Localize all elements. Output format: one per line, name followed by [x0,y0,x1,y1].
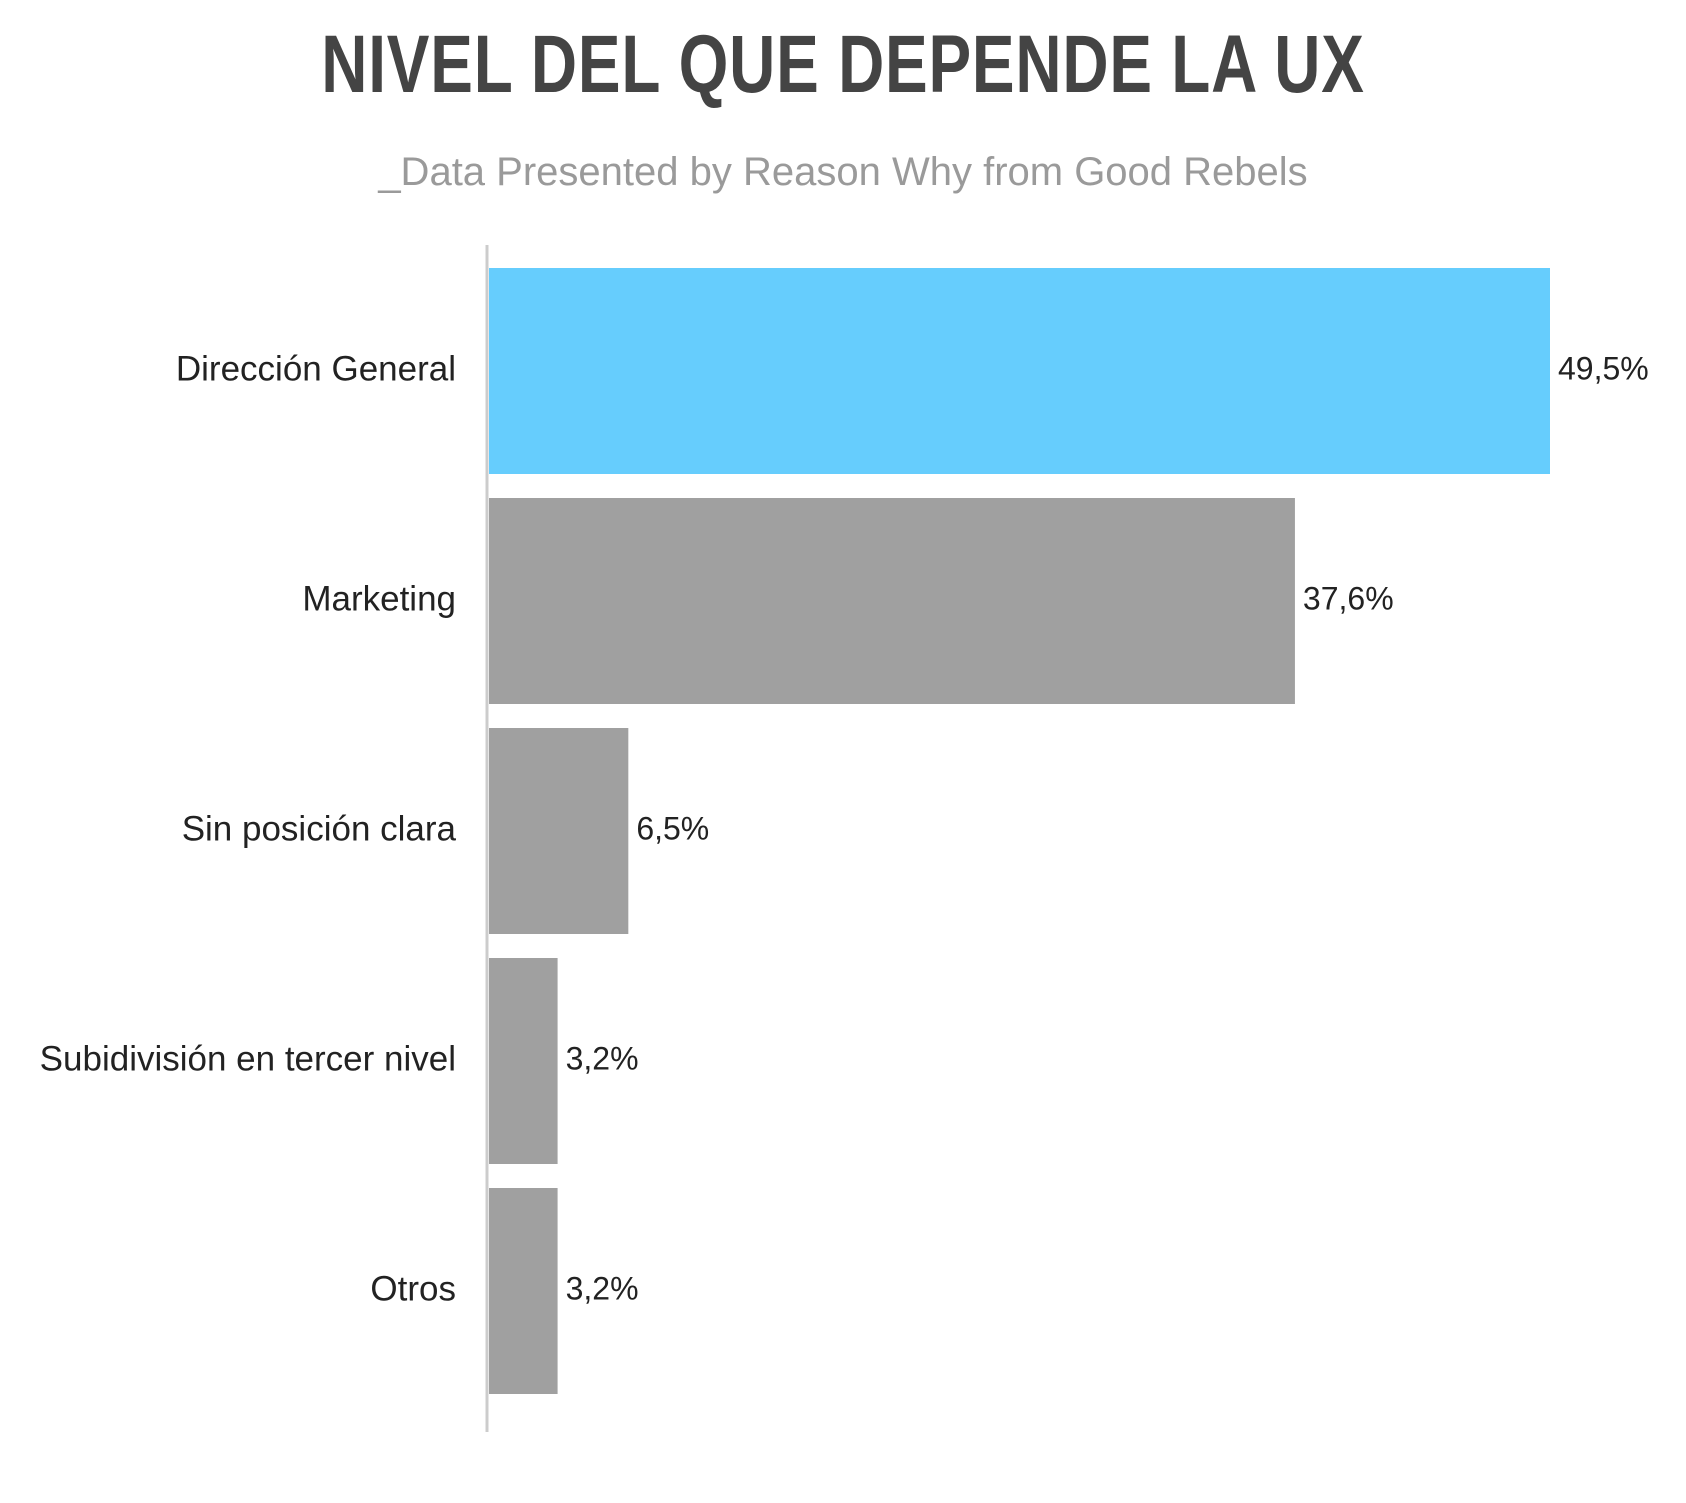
value-label-1: 37,6% [1303,580,1394,616]
value-label-0: 49,5% [1558,350,1649,386]
category-label-1: Marketing [302,579,456,618]
category-label-4: Otros [370,1269,456,1308]
category-label-3: Subidivisión en tercer nivel [40,1039,456,1078]
category-label-2: Sin posición clara [182,809,457,848]
value-label-2: 6,5% [636,810,709,846]
bar-0 [489,268,1550,474]
category-label-0: Dirección General [176,349,456,388]
value-label-4: 3,2% [566,1270,639,1306]
bar-4 [489,1188,558,1394]
bar-2 [489,728,629,934]
bar-1 [489,498,1295,704]
bars-group [489,268,1550,1394]
value-label-3: 3,2% [566,1040,639,1076]
chart-subtitle: _Data Presented by Reason Why from Good … [378,150,1308,194]
labels-group: Dirección General 49,5% Marketing 37,6% Sin … [40,349,1649,1308]
bar-3 [489,958,558,1164]
chart-title: NIVEL DEL QUE DEPENDE LA UX [321,19,1365,110]
